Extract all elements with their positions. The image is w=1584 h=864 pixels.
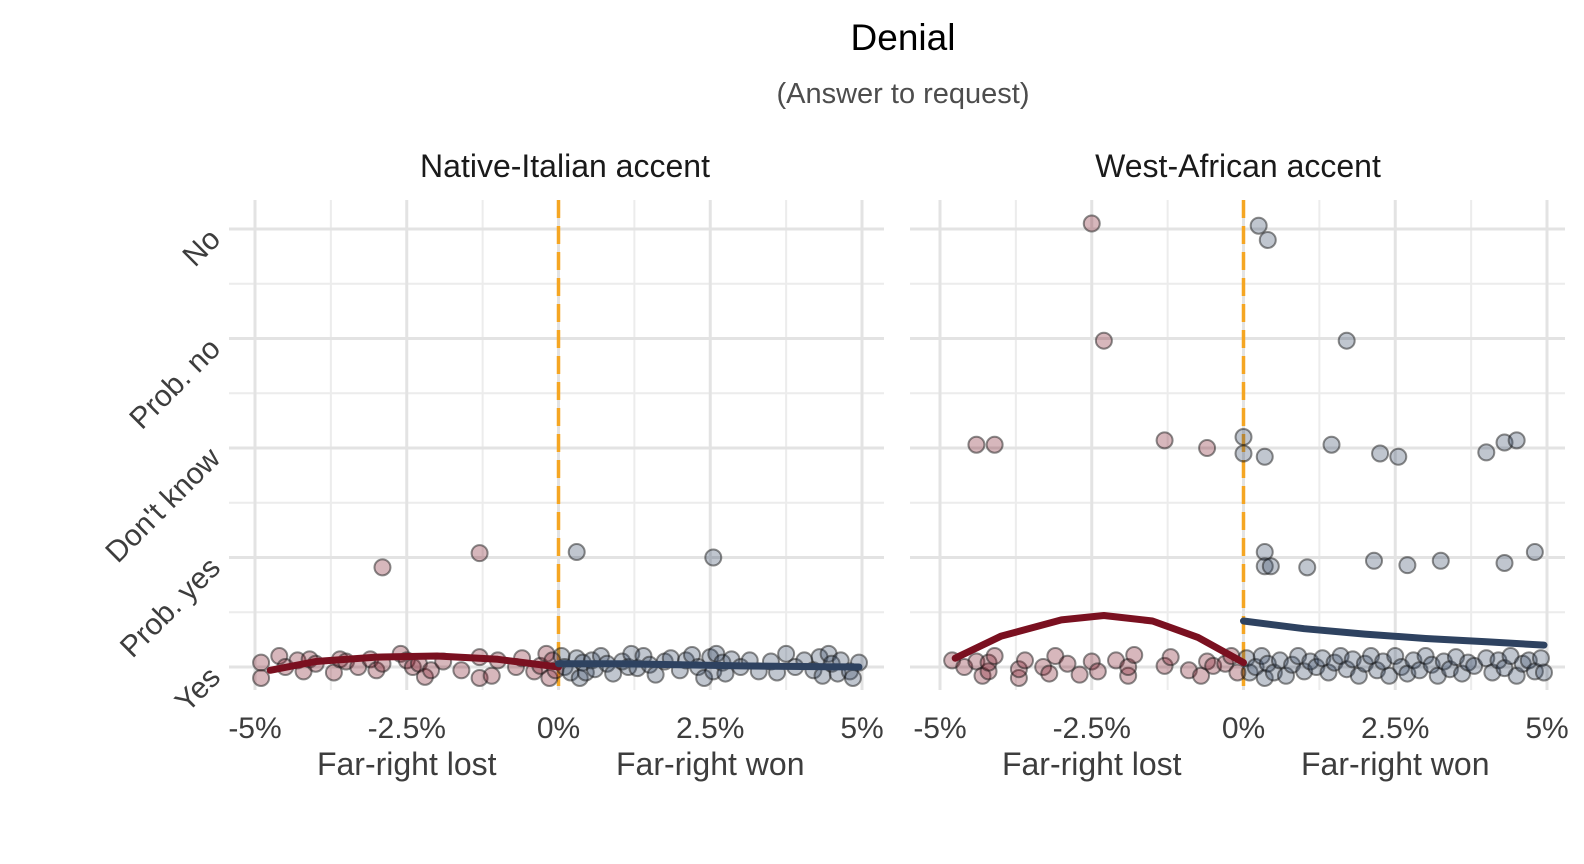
point-far-right-won — [1371, 444, 1390, 463]
x-tick-label: 2.5% — [1361, 712, 1429, 745]
point-far-right-lost — [967, 435, 986, 454]
point-far-right-lost — [1082, 214, 1101, 233]
point-far-right-lost — [373, 558, 392, 577]
x-tick-label: 2.5% — [676, 712, 744, 745]
fit-line-far-right-lost — [951, 612, 1247, 667]
panel-title-native-italian: Native-Italian accent — [420, 148, 710, 184]
y-tick-label: Prob. yes — [114, 551, 227, 664]
point-far-right-won — [567, 543, 586, 562]
point-far-right-won — [704, 548, 723, 567]
point-far-right-lost — [422, 661, 441, 680]
point-far-right-lost — [985, 647, 1004, 666]
x-tick-label: -5% — [228, 712, 281, 745]
point-far-right-won — [1534, 663, 1553, 682]
point-far-right-won — [1398, 556, 1417, 575]
y-tick-label: No — [176, 223, 226, 273]
x-sublabel-lost: Far-right lost — [1002, 746, 1182, 782]
point-far-right-lost — [252, 653, 271, 672]
point-far-right-lost — [1015, 651, 1034, 670]
point-far-right-won — [1298, 558, 1317, 577]
point-far-right-lost — [452, 661, 471, 680]
point-far-right-lost — [1161, 648, 1180, 667]
point-far-right-won — [1322, 435, 1341, 454]
x-sublabel-lost: Far-right lost — [317, 746, 497, 782]
point-far-right-won — [1525, 543, 1544, 562]
point-far-right-won — [1234, 428, 1253, 447]
x-sublabel-won: Far-right won — [616, 746, 805, 782]
point-far-right-won — [1337, 331, 1356, 350]
y-tick-label: Prob. no — [123, 332, 227, 436]
point-far-right-lost — [1155, 431, 1174, 450]
point-far-right-lost — [1198, 439, 1217, 457]
panel-native-italian: -5% -2.5% 0% 2.5% 5% Far-right lost Far-right … — [228, 200, 884, 782]
point-far-right-won — [1389, 447, 1408, 466]
point-far-right-lost — [1228, 663, 1247, 682]
chart-subtitle: (Answer to request) — [776, 78, 1029, 110]
y-tick-label: Yes — [169, 661, 227, 719]
point-far-right-won — [1261, 557, 1280, 576]
x-tick-label: 0% — [1222, 712, 1265, 745]
point-far-right-won — [1431, 551, 1450, 570]
point-far-right-lost — [1082, 652, 1101, 671]
panel-west-african: -5% -2.5% 0% 2.5% 5% Far-right lost Far-right … — [910, 200, 1569, 782]
point-far-right-lost — [1125, 645, 1144, 664]
point-far-right-won — [1319, 663, 1338, 682]
point-far-right-lost — [482, 666, 501, 685]
x-tick-label: 0% — [537, 712, 580, 745]
point-far-right-won — [1255, 557, 1274, 576]
point-far-right-won — [1495, 553, 1514, 572]
point-far-right-lost — [1058, 654, 1077, 673]
x-tick-label: 5% — [840, 712, 883, 745]
fit-line-far-right-won — [1240, 617, 1548, 649]
point-far-right-lost — [1094, 331, 1113, 350]
fit-line-far-right-won — [555, 660, 863, 671]
x-tick-label: -2.5% — [368, 712, 446, 745]
point-far-right-lost — [1088, 662, 1107, 681]
point-far-right-won — [1249, 216, 1268, 235]
point-far-right-lost — [1040, 664, 1059, 683]
chart-title: Denial — [851, 17, 956, 58]
x-tick-label: -2.5% — [1053, 712, 1131, 745]
point-far-right-lost — [470, 544, 489, 563]
point-far-right-won — [1507, 431, 1526, 450]
x-tick-label: 5% — [1525, 712, 1568, 745]
point-far-right-won — [1380, 666, 1399, 685]
panel-title-west-african: West-African accent — [1095, 148, 1381, 184]
point-far-right-lost — [252, 668, 271, 687]
x-tick-label: -5% — [913, 712, 966, 745]
point-far-right-lost — [985, 435, 1004, 454]
point-far-right-won — [695, 668, 714, 687]
x-sublabel-won: Far-right won — [1301, 746, 1490, 782]
point-far-right-won — [1258, 230, 1277, 249]
point-far-right-won — [1255, 668, 1274, 687]
point-far-right-won — [777, 644, 796, 663]
point-far-right-lost — [1070, 665, 1089, 684]
point-far-right-won — [1477, 443, 1496, 462]
point-far-right-won — [1234, 444, 1253, 463]
point-far-right-won — [1365, 551, 1384, 570]
point-far-right-won — [843, 668, 862, 687]
point-far-right-won — [1255, 447, 1274, 466]
y-tick-label: Don't know — [99, 441, 227, 569]
fit-line-far-right-lost — [266, 652, 562, 674]
point-far-right-won — [1531, 649, 1550, 668]
